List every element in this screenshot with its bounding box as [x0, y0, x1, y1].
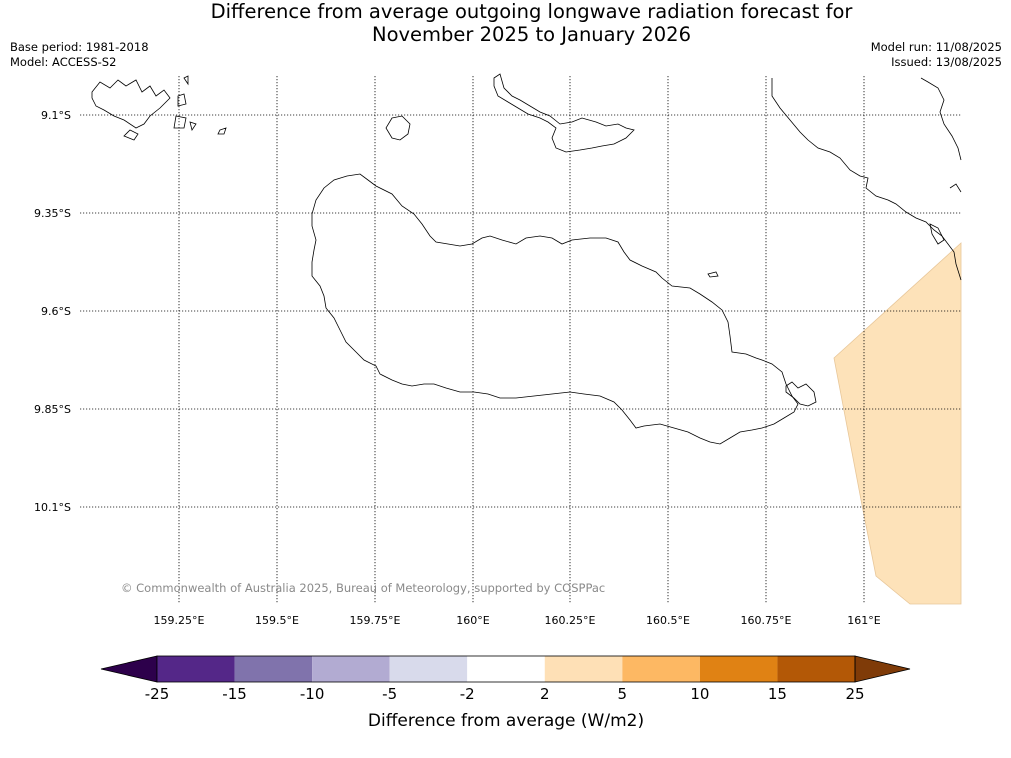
malaita-north-coastline: [920, 77, 962, 245]
colorbar-bin: [544, 656, 623, 682]
longitude-label: 159.5°E: [255, 614, 299, 627]
latitude-label: 9.85°S: [34, 403, 71, 416]
chart-title: Difference from average outgoing longwav…: [0, 0, 1011, 46]
gridlines: [80, 76, 961, 604]
colorbar-bin: [777, 656, 855, 682]
latitude-labels: 9.1°S 9.35°S 9.6°S 9.85°S 10.1°S: [34, 109, 71, 514]
longitude-label: 160.25°E: [545, 614, 596, 627]
title-line-2: November 2025 to January 2026: [372, 23, 691, 46]
colorbar-outline: [156, 655, 856, 683]
colorbar-tick-label: 25: [845, 685, 864, 703]
latitude-label: 9.35°S: [34, 207, 71, 220]
islet-east: [785, 381, 817, 407]
longitude-label: 160.75°E: [741, 614, 792, 627]
colorbar-tick-label: -25: [145, 685, 170, 703]
longitude-label: 159.25°E: [154, 614, 205, 627]
colorbar-tick-label: 15: [768, 685, 787, 703]
russell-islands-coastline: [91, 75, 227, 141]
colorbar-extension-low: [100, 655, 158, 683]
longitude-label: 159.75°E: [350, 614, 401, 627]
model-run: Model run: 11/08/2025: [870, 40, 1002, 54]
latitude-label: 9.1°S: [41, 109, 71, 122]
colorbar-tick-label: 2: [540, 685, 550, 703]
colorbar-tick-label: 10: [690, 685, 709, 703]
meta-right: Model run: 11/08/2025 Issued: 13/08/2025: [871, 40, 1002, 70]
longitude-label: 161°E: [847, 614, 880, 627]
guadalcanal-coastline: [311, 173, 799, 445]
colorbar-bin: [157, 656, 235, 682]
copyright-notice: © Commonwealth of Australia 2025, Bureau…: [121, 581, 605, 595]
longitude-labels: 159.25°E 159.5°E 159.75°E 160°E 160.25°E 160.…: [154, 614, 881, 627]
colorbar-tick-label: -10: [300, 685, 325, 703]
colorbar-bin: [312, 656, 390, 682]
title-line-1: Difference from average outgoing longwav…: [210, 0, 853, 23]
latitude-label: 9.6°S: [41, 305, 71, 318]
colorbar-title: Difference from average (W/m2): [368, 711, 644, 731]
colorbar-bin: [389, 656, 468, 682]
base-period: Base period: 1981-2018: [10, 40, 149, 54]
model-name: Model: ACCESS-S2: [10, 55, 117, 69]
longitude-label: 160°E: [456, 614, 489, 627]
colorbar-tick-label: 5: [618, 685, 628, 703]
meta-left: Base period: 1981-2018 Model: ACCESS-S2: [10, 40, 149, 70]
savo-island-coastline: [385, 115, 411, 141]
latitude-label: 10.1°S: [34, 501, 71, 514]
colorbar-bin: [622, 656, 700, 682]
colorbar-bin: [234, 656, 313, 682]
malaita-coastline: [771, 78, 962, 281]
florida-islands-coastline: [493, 73, 635, 153]
colorbar-tick-label: -2: [460, 685, 475, 703]
colorbar-extension-high: [854, 655, 911, 683]
colorbar-tick-labels: -25 -15 -10 -5 -2 2 5 10 15 25: [145, 685, 865, 703]
issued-date: Issued: 13/08/2025: [891, 55, 1002, 69]
colorbar-bin: [699, 656, 778, 682]
colorbar-tick-label: -15: [222, 685, 247, 703]
colorbar: [100, 655, 911, 683]
coastlines: [91, 73, 962, 445]
colorbar-tick-label: -5: [382, 685, 397, 703]
colorbar-bin: [467, 656, 545, 682]
islet-small-1: [707, 271, 719, 278]
longitude-label: 160.5°E: [646, 614, 690, 627]
anomaly-region: [833, 242, 962, 605]
